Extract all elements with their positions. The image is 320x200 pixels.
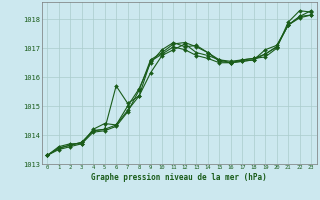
X-axis label: Graphe pression niveau de la mer (hPa): Graphe pression niveau de la mer (hPa): [91, 173, 267, 182]
